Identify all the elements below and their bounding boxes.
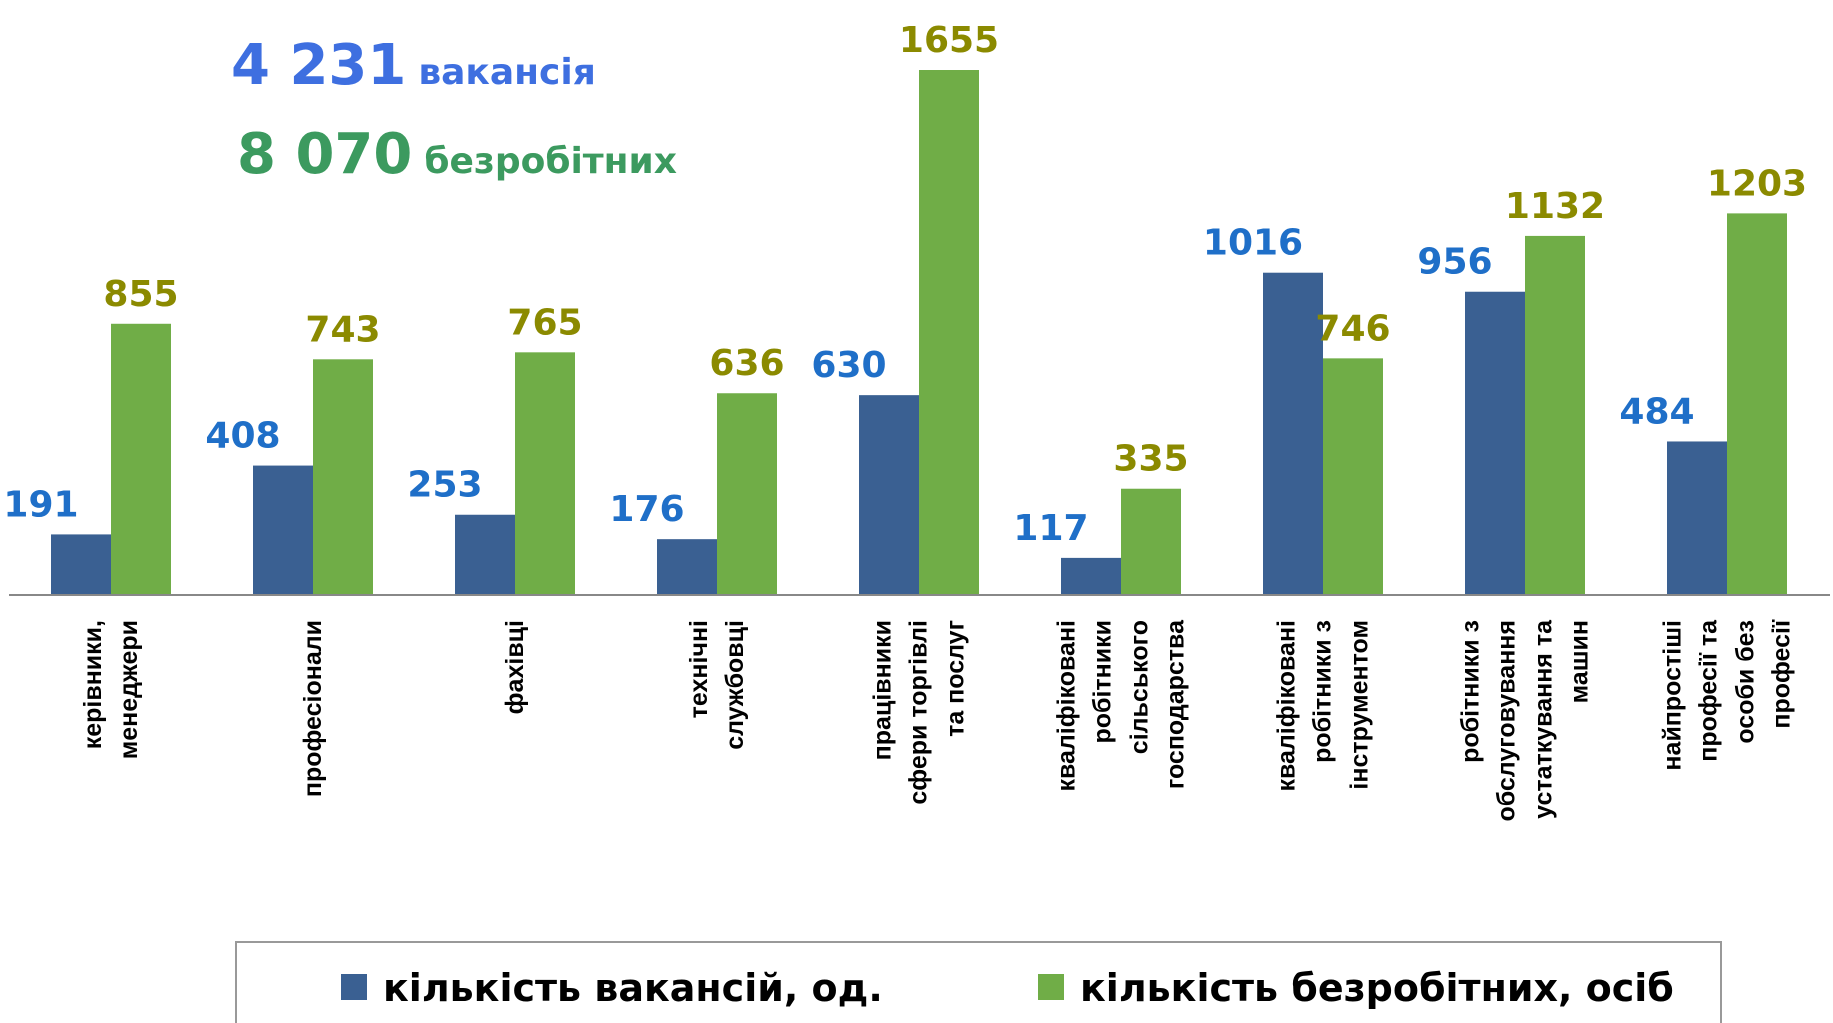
bar [1323,358,1383,595]
x-tick-label: кваліфіковані робітники з інструментом [1272,620,1374,792]
x-tick-label: технічні службовці [684,620,749,750]
bar [919,70,979,595]
data-label: 117 [1013,508,1088,549]
bar [51,534,111,595]
bar [1263,272,1323,595]
annotation: 4 231 вакансія [231,33,596,98]
x-tick-label: фахівці [500,620,529,715]
x-tick-label: робітники з обслуговування устаткування … [1456,620,1594,822]
data-label: 408 [205,416,280,457]
data-label: 630 [811,345,886,386]
bar [1121,488,1181,595]
bar [1727,213,1787,596]
x-tick-label: професіонали [298,620,327,798]
data-label: 956 [1417,242,1492,283]
bar [1667,441,1727,595]
data-label: 176 [609,489,684,530]
bar [1061,557,1121,595]
data-label: 191 [3,484,78,525]
bar [313,359,373,595]
legend-swatch [341,974,367,1000]
data-label: 855 [103,274,178,315]
data-label: 746 [1315,308,1390,349]
data-label: 1655 [899,20,999,61]
data-label: 743 [305,309,380,350]
data-label: 1016 [1203,223,1303,264]
legend-box [235,941,1722,1023]
x-tick-label: кваліфіковані робітники сільського госпо… [1052,620,1190,792]
legend-label: кількість вакансій, од. [383,966,883,1010]
bar [1525,235,1585,595]
legend-label: кількість безробітних, осіб [1080,966,1674,1010]
data-label: 484 [1619,391,1694,432]
bar [1465,291,1525,595]
annotation-text: вакансія [418,52,595,93]
legend-swatch [1038,974,1064,1000]
annotation-number: 4 231 [231,33,406,98]
data-label: 253 [407,465,482,506]
x-tick-label: керівники, менеджери [78,620,143,760]
bar [657,539,717,595]
bar [717,393,777,595]
data-label: 1132 [1505,186,1605,227]
x-tick-label: працівники сфери торгівлі та послуг [868,620,970,805]
annotation: 8 070 безробітних [237,122,677,187]
data-label: 636 [709,343,784,384]
bar [859,395,919,595]
bar [253,465,313,595]
data-label: 1203 [1707,163,1807,204]
data-label: 335 [1113,439,1188,480]
x-tick-label: найпростіші професії та особи без профес… [1658,620,1796,771]
data-label: 765 [507,302,582,343]
annotation-number: 8 070 [237,122,412,187]
annotation-text: безробітних [424,141,677,182]
bar [515,352,575,595]
bar [111,323,171,595]
bar [455,514,515,595]
